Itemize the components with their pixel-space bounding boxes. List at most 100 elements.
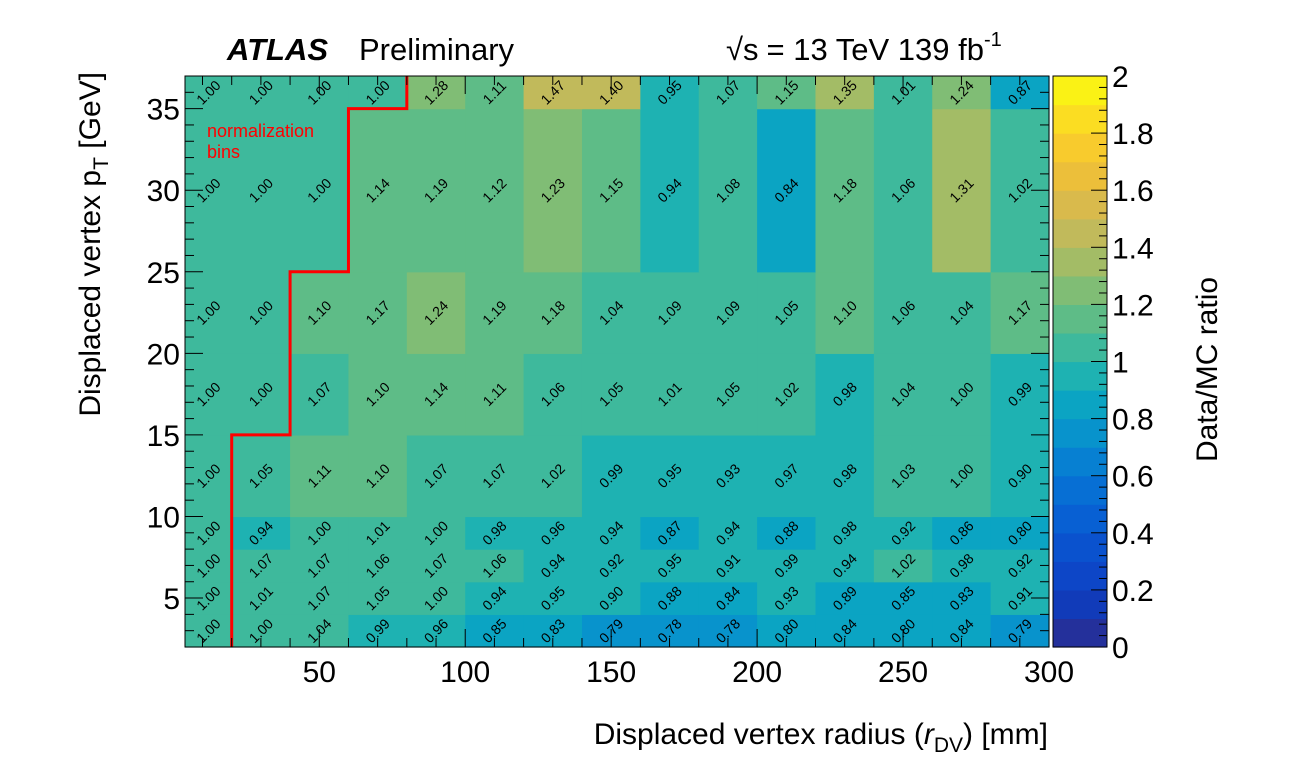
z-tick-label: 2 <box>1112 61 1129 94</box>
x-axis-title-main: Displaced vertex radius ( <box>594 718 924 751</box>
heatmap-cell <box>873 108 933 273</box>
y-tick-label: 25 <box>147 257 180 290</box>
heatmap-cell <box>231 271 291 354</box>
color-scale-bin <box>1053 161 1107 191</box>
heatmap-cell <box>348 353 408 436</box>
heatmap-cell <box>348 516 408 550</box>
x-axis-title-var: r <box>924 718 935 751</box>
heatmap-cell <box>465 434 525 518</box>
heatmap-cell <box>290 353 350 436</box>
heatmap-cell <box>231 581 291 615</box>
heatmap-cell <box>932 108 992 273</box>
heatmap-cell <box>406 108 466 273</box>
heatmap-cell <box>523 516 583 550</box>
color-scale-bin <box>1053 247 1107 277</box>
energy-lumi: = 13 TeV 139 fb <box>767 32 984 67</box>
heatmap-cell <box>348 108 408 273</box>
heatmap-cell <box>757 516 817 550</box>
color-scale-bin <box>1053 390 1107 420</box>
x-tick-label: 300 <box>1024 656 1074 689</box>
plot-frame <box>184 75 1050 648</box>
heatmap-cell <box>185 434 233 518</box>
x-tick-label: 150 <box>586 656 636 689</box>
heatmap-cell <box>698 271 758 354</box>
x-axis-title: Displaced vertex radius (rDV) [mm] <box>594 718 1048 757</box>
y-tick-label: 10 <box>147 501 180 534</box>
heatmap-cell <box>290 434 350 518</box>
normalization-label-2: bins <box>207 142 240 162</box>
heatmap-cell <box>640 353 700 436</box>
lumi-exponent: -1 <box>984 29 1002 51</box>
heatmap-cell <box>465 353 525 436</box>
heatmap-cell <box>290 549 350 583</box>
color-scale-bin <box>1053 332 1107 363</box>
heatmap-cell <box>231 549 291 583</box>
y-tick-label: 35 <box>147 94 180 127</box>
color-scale-bin <box>1053 447 1107 477</box>
experiment-label: ATLAS <box>226 32 328 67</box>
heatmap-cell <box>231 516 291 550</box>
heatmap-cell <box>698 581 758 615</box>
heatmap-cell <box>698 549 758 583</box>
heatmap-cell <box>698 516 758 550</box>
heatmap-cell <box>698 353 758 436</box>
heatmap-cell <box>815 549 875 583</box>
heatmap-cell <box>290 581 350 615</box>
heatmap-cell <box>465 549 525 583</box>
heatmap-cell <box>932 549 992 583</box>
heatmap-cell <box>815 353 875 436</box>
color-scale-bin <box>1053 133 1107 163</box>
color-scale-bin <box>1053 561 1107 591</box>
heatmap-cell <box>231 353 291 436</box>
heatmap-cell <box>406 353 466 436</box>
heatmap-cell <box>815 271 875 354</box>
status-label: Preliminary <box>359 32 515 67</box>
heatmap-cell <box>290 108 350 273</box>
heatmap-cell <box>523 581 583 615</box>
heatmap-cell <box>406 271 466 354</box>
heatmap-cell <box>873 581 933 615</box>
color-scale-bin <box>1053 589 1107 620</box>
color-scale-bin <box>1053 190 1107 220</box>
z-tick-label: 1.2 <box>1112 289 1154 322</box>
color-scale-bin <box>1053 618 1107 648</box>
heatmap-cell <box>757 353 817 436</box>
z-tick-label: 0.4 <box>1112 518 1154 551</box>
z-tick-label: 1.6 <box>1112 175 1154 208</box>
heatmap-cell <box>231 108 291 273</box>
heatmap-cell <box>873 271 933 354</box>
heatmap-cell <box>990 434 1050 518</box>
heatmap-cell <box>990 549 1050 583</box>
heatmap-cell <box>348 581 408 615</box>
sqrt-s: √s <box>726 32 759 67</box>
x-axis-title-sub: DV <box>934 734 963 757</box>
normalization-label: normalization <box>207 121 314 141</box>
x-tick-label: 50 <box>303 656 336 689</box>
color-scale: 0 0.2 0.4 0.6 0.8 1 1.2 1.4 1.6 1.8 2 <box>1052 61 1154 665</box>
y-axis-title-sub: T <box>90 157 113 170</box>
heatmap-cell <box>990 271 1050 354</box>
heatmap-cell <box>815 434 875 518</box>
y-tick-label: 30 <box>147 175 180 208</box>
z-tick-label: 1.4 <box>1112 232 1154 265</box>
y-axis: 5 10 15 20 25 30 35 <box>147 75 1049 648</box>
heatmap-cell <box>581 434 641 518</box>
heatmap-cell <box>348 434 408 518</box>
color-scale-bin <box>1053 304 1107 334</box>
heatmap-cell <box>465 516 525 550</box>
heatmap-cell <box>523 271 583 354</box>
heatmap-cell <box>523 108 583 273</box>
x-tick-label: 250 <box>878 656 928 689</box>
heatmap-cell <box>640 581 700 615</box>
heatmap-cell <box>523 353 583 436</box>
heatmap-cell <box>640 516 700 550</box>
z-tick-label: 1.8 <box>1112 118 1154 151</box>
z-tick-label: 1 <box>1112 347 1129 380</box>
heatmap-cell <box>348 549 408 583</box>
heatmap-cell <box>581 581 641 615</box>
color-scale-bin <box>1053 76 1107 106</box>
normalization-boundary <box>230 76 409 647</box>
heatmap-cell <box>932 271 992 354</box>
heatmap-cell <box>932 434 992 518</box>
